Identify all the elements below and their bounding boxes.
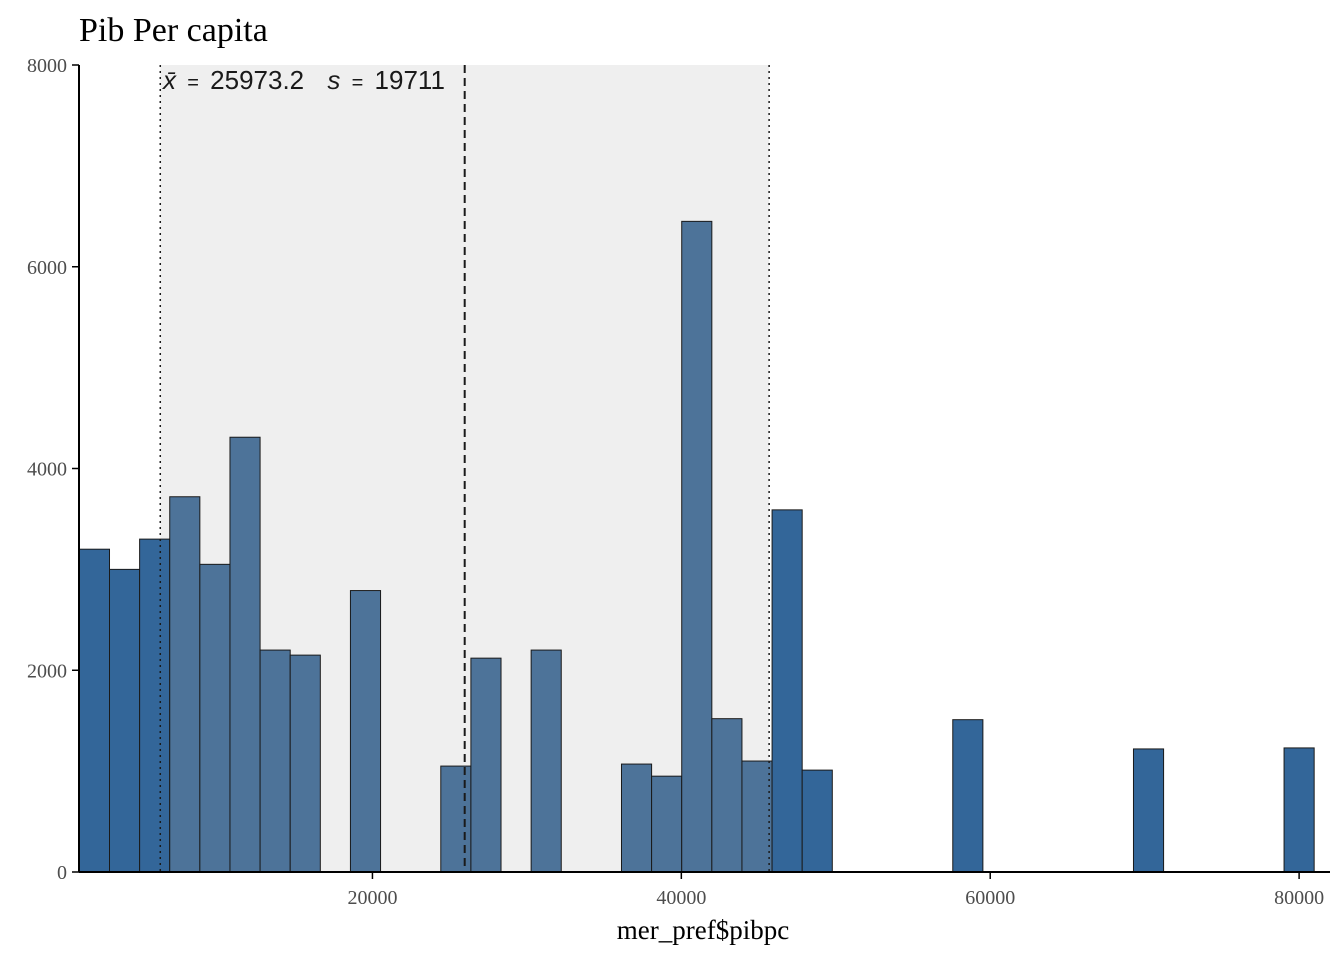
- histogram-bar-13: [651, 775, 683, 873]
- histogram-bar-10: [470, 657, 502, 873]
- histogram-bar-21: [1283, 747, 1315, 873]
- y-tick-label-2000: 2000: [27, 660, 67, 682]
- sd-symbol: s: [327, 65, 340, 95]
- histogram-bar-11: [530, 649, 562, 873]
- svg-text:x̄ = 25973.2: x̄ = 25973.2 s = 19711: [161, 65, 445, 95]
- mean-value: 25973.2: [210, 65, 304, 95]
- histogram-bar-0: [78, 548, 111, 873]
- x-tick-label-60000: 60000: [965, 887, 1015, 909]
- mean-equals: =: [187, 72, 199, 94]
- sd-equals: =: [352, 72, 364, 94]
- y-tick-label-6000: 6000: [27, 257, 67, 279]
- histogram-bar-18: [801, 769, 833, 873]
- histogram-bar-12: [620, 763, 653, 873]
- x-tick-label-80000: 80000: [1274, 887, 1324, 909]
- histogram-bar-2: [139, 538, 171, 873]
- chart-title: Pib Per capita: [79, 12, 268, 49]
- histogram-bar-16: [741, 760, 773, 873]
- histogram-bar-6: [259, 649, 291, 873]
- histogram-bar-14: [681, 220, 713, 873]
- y-tick-label-0: 0: [57, 862, 67, 884]
- x-axis-title: mer_pref$pibpc: [617, 915, 789, 945]
- bars-layer: [78, 220, 1315, 873]
- axes-layer: 0 2000 4000 6000 8000 20000 40000 60000 80000: [27, 55, 1330, 909]
- y-tick-label-8000: 8000: [27, 55, 67, 77]
- y-tick-label-4000: 4000: [27, 459, 67, 481]
- stats-annotation: x̄ = 25973.2 s = 19711: [161, 65, 445, 95]
- histogram-bar-19: [952, 719, 984, 873]
- histogram-bar-4: [199, 563, 231, 873]
- x-tick-label-40000: 40000: [656, 887, 706, 909]
- histogram-bar-7: [289, 654, 321, 873]
- histogram-bar-5: [229, 436, 261, 873]
- histogram-bar-1: [109, 568, 141, 873]
- sd-value: 19711: [375, 65, 445, 95]
- histogram-bar-8: [349, 590, 382, 873]
- histogram-bar-3: [169, 496, 201, 873]
- reference-lines-layer: [159, 65, 770, 872]
- x-tick-label-20000: 20000: [347, 887, 397, 909]
- histogram-bar-17: [771, 509, 803, 873]
- histogram-bar-20: [1132, 748, 1165, 873]
- histogram-bar-9: [440, 765, 472, 873]
- mean-symbol: x̄: [161, 65, 177, 95]
- histogram-bar-15: [711, 718, 743, 873]
